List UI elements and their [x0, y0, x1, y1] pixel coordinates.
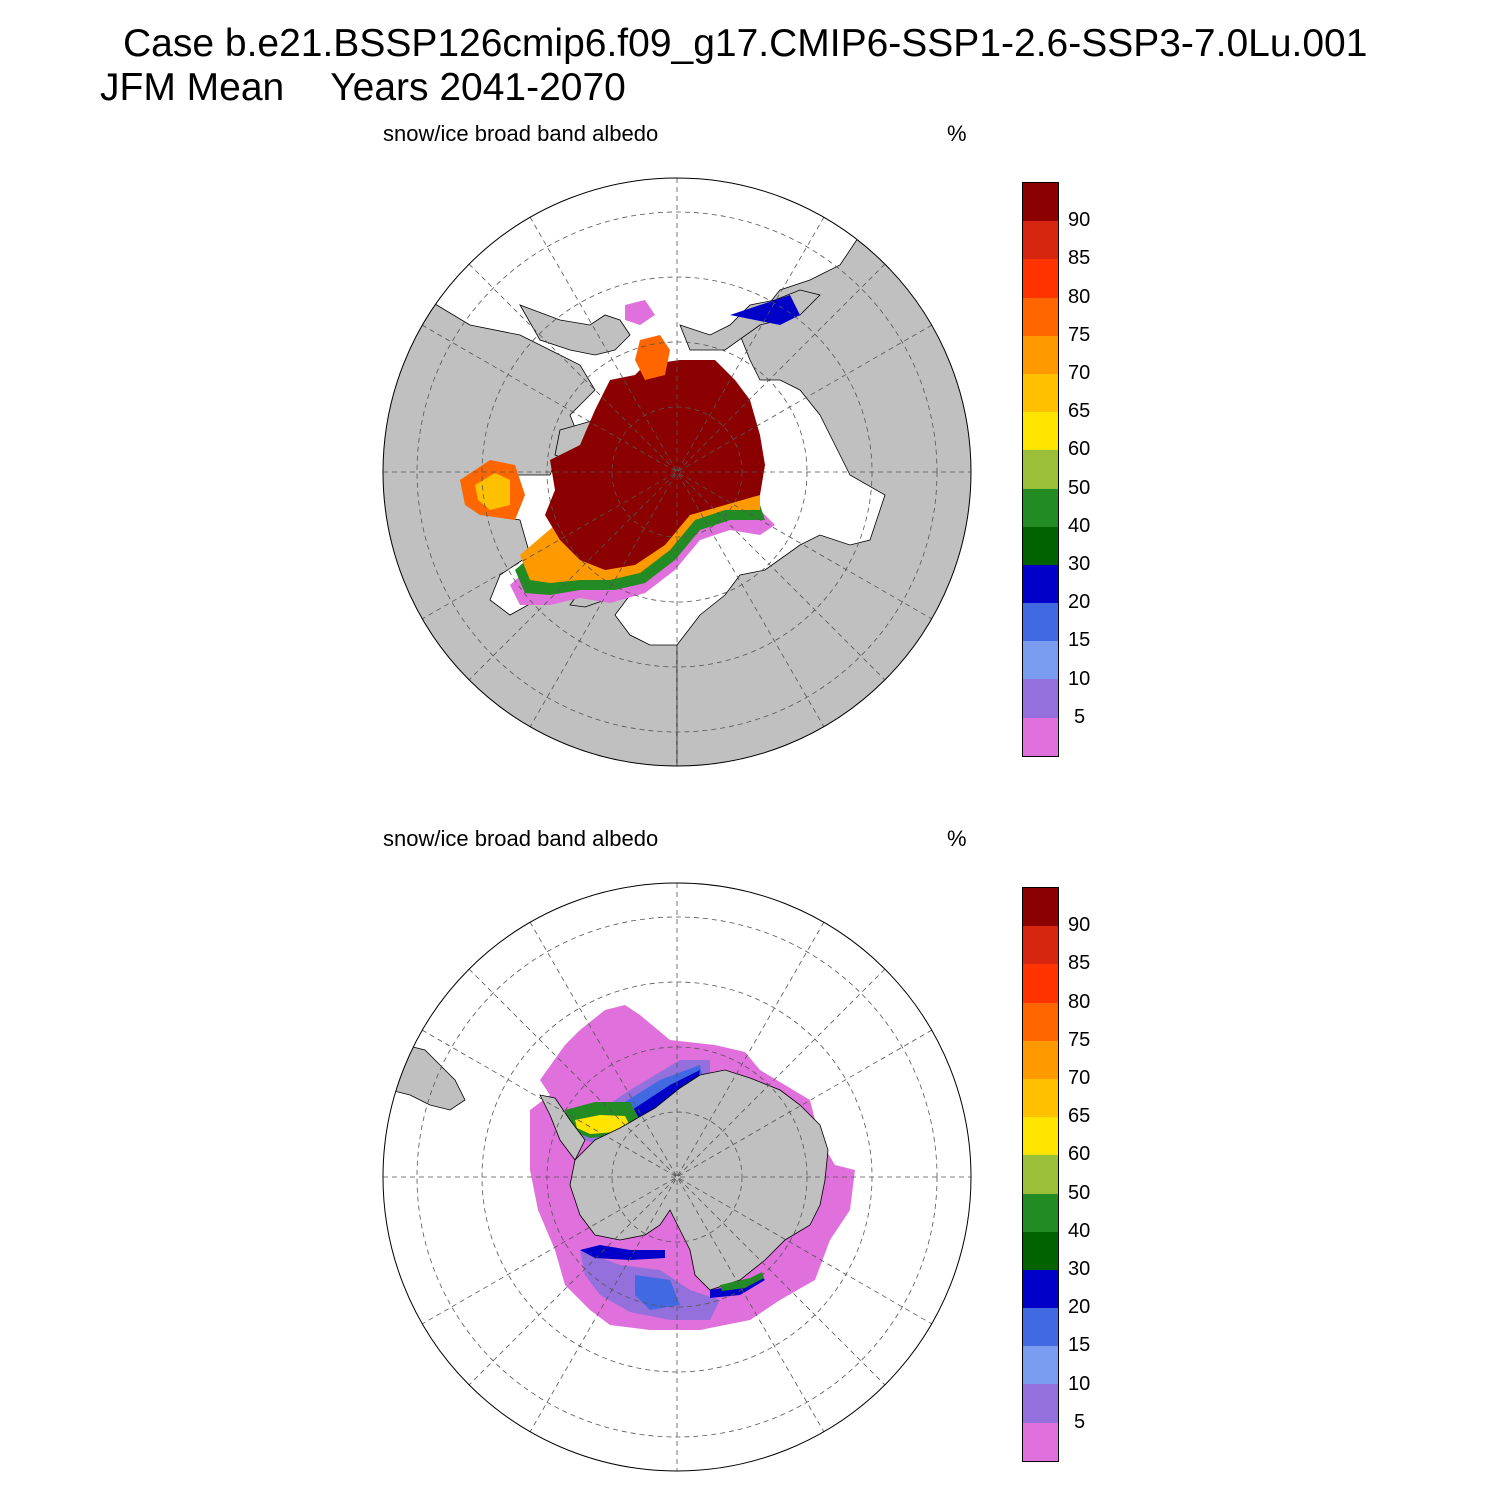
sh-polar-map: [382, 882, 972, 1472]
colorbar-tick-label: 75: [1068, 1028, 1091, 1051]
colorbar-swatch: [1023, 335, 1058, 374]
nh-panel-units: %: [947, 121, 967, 146]
colorbar-tick-label: 70: [1068, 1067, 1091, 1089]
colorbar-swatch: [1023, 450, 1058, 489]
nh-colorbar: [1022, 182, 1059, 757]
figure-subtitle: JFM Mean Years 2041-2070: [100, 68, 626, 107]
colorbar-swatch: [1023, 888, 1058, 927]
colorbar-swatch: [1023, 1422, 1058, 1461]
colorbar-tick-label: 90: [1068, 209, 1091, 232]
nh-okhotsk-ice: [730, 295, 800, 325]
colorbar-tick-label: 15: [1068, 1334, 1091, 1357]
colorbar-swatch: [1023, 488, 1058, 527]
colorbar-swatch: [1023, 603, 1058, 642]
sh-coastal-ice-blue: [580, 1245, 765, 1298]
sh-land-antarctica: [569, 1069, 829, 1291]
colorbar-swatch: [1023, 717, 1058, 756]
colorbar-tick-label: 50: [1068, 1181, 1091, 1204]
colorbar-tick-label: 50: [1068, 476, 1091, 499]
colorbar-swatch: [1023, 1002, 1058, 1041]
colorbar-swatch: [1023, 1346, 1058, 1385]
season-label: JFM Mean: [100, 66, 285, 109]
colorbar-swatch: [1023, 1269, 1058, 1309]
colorbar-swatch: [1023, 412, 1058, 451]
colorbar-swatch: [1023, 183, 1058, 222]
colorbar-tick-label: 15: [1068, 629, 1091, 652]
colorbar-tick-label: 85: [1068, 952, 1091, 975]
colorbar-swatch: [1023, 1231, 1058, 1270]
colorbar-swatch: [1023, 1078, 1058, 1118]
colorbar-tick-label: 20: [1068, 591, 1091, 614]
colorbar-tick-label: 40: [1068, 1219, 1091, 1242]
colorbar-tick-label: 30: [1068, 553, 1091, 575]
sh-land-antarctic-peninsula: [539, 1094, 586, 1161]
colorbar-swatch: [1023, 679, 1058, 718]
nh-graticule: [383, 178, 971, 766]
colorbar-swatch: [1023, 1117, 1058, 1156]
colorbar-swatch: [1023, 1040, 1058, 1079]
sh-panel-title: snow/ice broad band albedo: [383, 826, 659, 851]
colorbar-tick-label: 5: [1074, 705, 1086, 728]
colorbar-tick-label: 80: [1068, 990, 1091, 1013]
colorbar-tick-label: 5: [1074, 1410, 1086, 1433]
colorbar-swatch: [1023, 641, 1058, 680]
colorbar-tick-label: 10: [1068, 667, 1091, 690]
colorbar-tick-label: 60: [1068, 1143, 1091, 1166]
figure-title: Case b.e21.BSSP126cmip6.f09_g17.CMIP6-SS…: [123, 22, 1368, 65]
nh-panel-title: snow/ice broad band albedo: [383, 121, 659, 146]
years-label: Years 2041-2070: [330, 66, 626, 109]
colorbar-swatch: [1023, 964, 1058, 1003]
nh-land-eurasia: [676, 194, 971, 766]
colorbar-tick-label: 80: [1068, 285, 1091, 308]
nh-okhotsk-ice-edge: [625, 300, 655, 325]
colorbar-swatch: [1023, 1384, 1058, 1423]
colorbar-swatch: [1023, 259, 1058, 298]
colorbar-swatch: [1023, 1308, 1058, 1347]
nh-map-border: [382, 177, 972, 767]
colorbar-swatch: [1023, 1193, 1058, 1232]
nh-polar-map: [382, 177, 972, 767]
colorbar-swatch: [1023, 926, 1058, 965]
colorbar-tick-label: 70: [1068, 362, 1091, 384]
colorbar-swatch: [1023, 526, 1058, 565]
sh-weddell-ice-yellow: [575, 1115, 630, 1134]
colorbar-swatch: [1023, 221, 1058, 260]
sh-colorbar: [1022, 887, 1059, 1462]
colorbar-swatch: [1023, 1155, 1058, 1194]
colorbar-swatch: [1023, 564, 1058, 604]
colorbar-swatch: [1023, 297, 1058, 336]
colorbar-tick-label: 10: [1068, 1372, 1091, 1395]
colorbar-tick-label: 65: [1068, 400, 1091, 423]
colorbar-tick-label: 75: [1068, 323, 1091, 346]
sh-coastal-ice-green: [720, 1272, 764, 1291]
colorbar-tick-label: 30: [1068, 1258, 1091, 1280]
sh-map-border: [382, 882, 972, 1472]
colorbar-tick-label: 85: [1068, 247, 1091, 270]
colorbar-swatch: [1023, 373, 1058, 413]
colorbar-tick-label: 60: [1068, 438, 1091, 461]
nh-hudson-bay-ice-inner: [475, 473, 510, 510]
nh-sea-ice-core: [545, 360, 765, 570]
colorbar-tick-label: 90: [1068, 914, 1091, 937]
sh-panel-units: %: [947, 826, 967, 851]
colorbar-tick-label: 20: [1068, 1296, 1091, 1319]
colorbar-tick-label: 65: [1068, 1105, 1091, 1128]
sh-graticule: [383, 883, 971, 1471]
colorbar-tick-label: 40: [1068, 514, 1091, 537]
